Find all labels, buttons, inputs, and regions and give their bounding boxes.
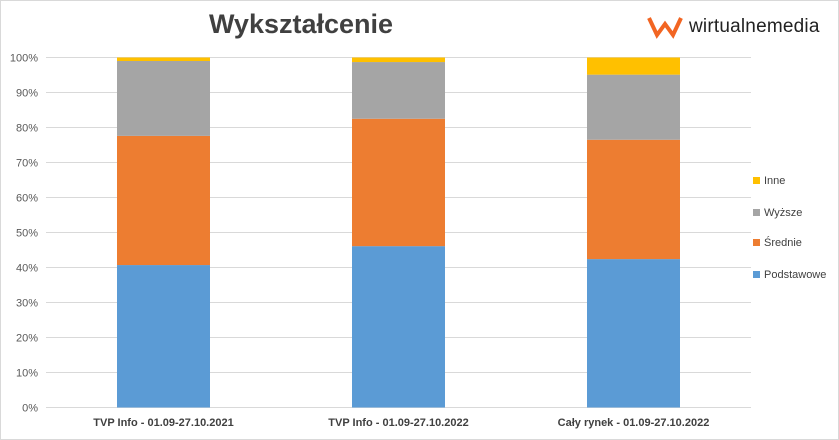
bar-segment bbox=[117, 265, 210, 408]
bar-segment bbox=[352, 57, 445, 63]
bar-segment bbox=[352, 246, 445, 408]
y-tick-label: 60% bbox=[16, 193, 38, 205]
legend-swatch bbox=[753, 271, 760, 278]
logo-text: wirtualnemedia bbox=[689, 16, 820, 37]
logo: wirtualnemedia bbox=[647, 15, 820, 39]
bar-segment bbox=[587, 259, 680, 408]
y-tick-label: 0% bbox=[22, 403, 38, 415]
y-tick-label: 30% bbox=[16, 298, 38, 310]
y-tick-label: 100% bbox=[10, 53, 38, 65]
y-tick-label: 50% bbox=[16, 228, 38, 240]
x-tick-label: TVP Info - 01.09-27.10.2021 bbox=[93, 417, 233, 429]
chart-title: Wykształcenie bbox=[208, 9, 394, 39]
bar-segment bbox=[587, 139, 680, 260]
legend-label: Podstawowe bbox=[764, 269, 826, 281]
legend-label: Wyższe bbox=[764, 207, 802, 219]
y-tick-label: 90% bbox=[16, 88, 38, 100]
x-tick-label: Cały rynek - 01.09-27.10.2022 bbox=[558, 417, 710, 429]
bar-segment bbox=[117, 57, 210, 61]
legend-swatch bbox=[753, 209, 760, 216]
logo-mark-icon bbox=[647, 17, 683, 39]
y-tick-label: 70% bbox=[16, 158, 38, 170]
bar-segment bbox=[117, 61, 210, 136]
y-tick-label: 40% bbox=[16, 263, 38, 275]
legend-swatch bbox=[753, 177, 760, 184]
bar-segment bbox=[587, 74, 680, 140]
y-tick-label: 10% bbox=[16, 368, 38, 380]
bar-segment bbox=[352, 118, 445, 247]
legend-swatch bbox=[753, 239, 760, 246]
legend-label: Inne bbox=[764, 175, 785, 187]
legend-label: Średnie bbox=[764, 236, 802, 249]
x-tick-label: TVP Info - 01.09-27.10.2022 bbox=[328, 417, 468, 429]
y-tick-label: 80% bbox=[16, 123, 38, 135]
bar-segment bbox=[117, 135, 210, 266]
bar-segment bbox=[587, 57, 680, 75]
bar-segment bbox=[352, 62, 445, 119]
y-tick-label: 20% bbox=[16, 333, 38, 345]
